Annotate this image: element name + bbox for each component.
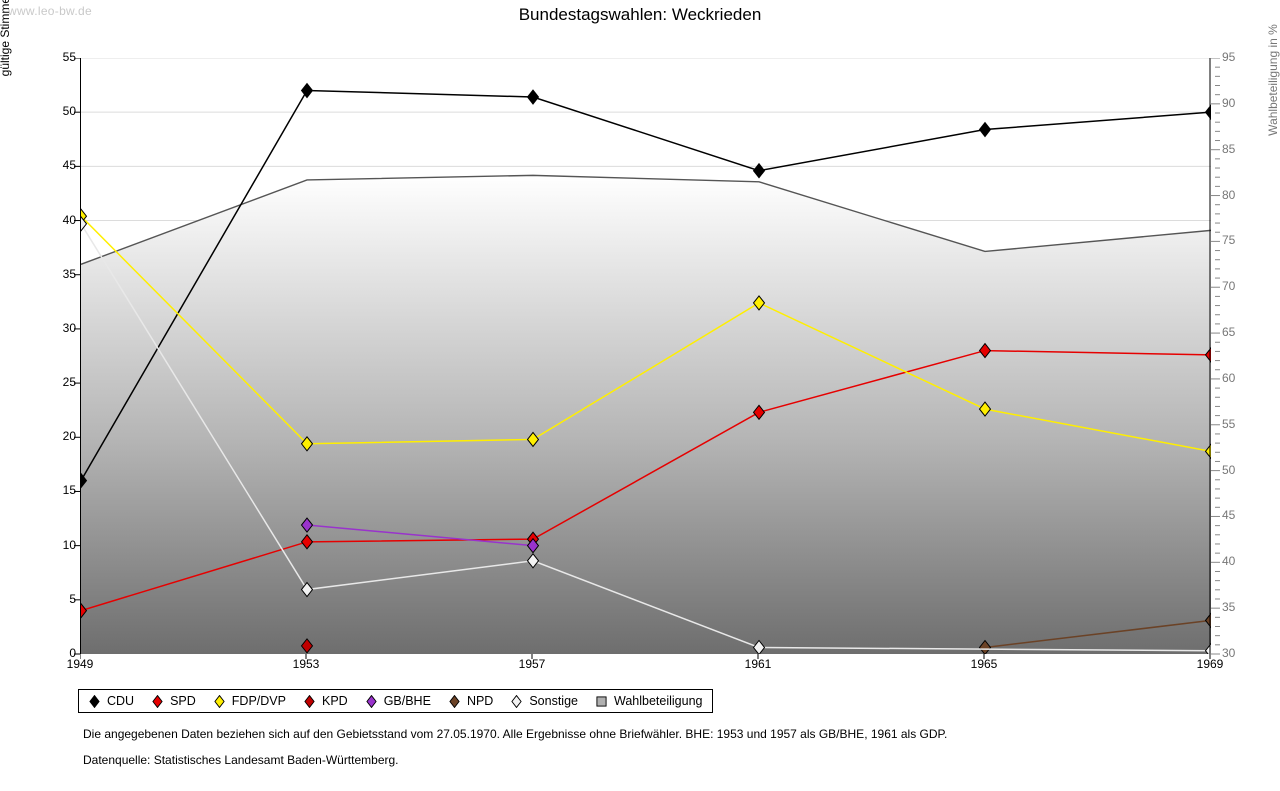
x-tick: 1953 xyxy=(292,657,320,671)
legend-item-wahlbeteiligung[interactable]: Wahlbeteiligung xyxy=(596,694,702,708)
legend-diamond-icon xyxy=(89,694,100,708)
legend-label: Wahlbeteiligung xyxy=(614,694,703,708)
legend-label: GB/BHE xyxy=(383,694,431,708)
left-tick: 45 xyxy=(62,158,76,173)
legend-label: FDP/DVP xyxy=(231,694,286,708)
legend-label: NPD xyxy=(466,694,494,708)
left-tick: 15 xyxy=(62,483,76,498)
legend-item-gb-bhe[interactable]: GB/BHE xyxy=(366,694,431,708)
x-axis-ticks xyxy=(80,654,1211,659)
left-tick: 35 xyxy=(62,266,76,281)
data-point-spd[interactable] xyxy=(300,534,314,550)
right-tick: 35 xyxy=(1222,600,1236,615)
data-point-sonstige[interactable] xyxy=(752,639,766,654)
turnout-line xyxy=(81,174,1211,265)
page-title: Bundestagswahlen: Weckrieden xyxy=(518,5,762,24)
series-line-npd xyxy=(984,619,1211,649)
legend-item-fdp-dvp[interactable]: FDP/DVP xyxy=(214,694,286,708)
right-tick: 30 xyxy=(1222,646,1236,660)
legend-diamond-icon xyxy=(449,694,460,708)
legend-diamond-icon xyxy=(304,694,315,708)
data-point-gb-bhe[interactable] xyxy=(526,537,540,554)
right-tick: 40 xyxy=(1222,554,1236,569)
right-tick: 45 xyxy=(1222,508,1236,523)
x-tick: 1961 xyxy=(744,657,772,671)
right-axis-label: Wahlbeteiligung in % xyxy=(1266,24,1280,136)
chart-plot-area xyxy=(80,58,1211,654)
legend-item-spd[interactable]: SPD xyxy=(152,694,196,708)
right-tick: 60 xyxy=(1222,370,1236,385)
left-tick: 25 xyxy=(62,375,76,390)
data-point-fdp-dvp[interactable] xyxy=(752,295,766,311)
right-tick: 55 xyxy=(1222,416,1236,431)
legend-square-icon xyxy=(596,695,607,707)
left-tick: 0 xyxy=(69,646,76,660)
legend-item-kpd[interactable]: KPD xyxy=(304,694,348,708)
data-point-spd[interactable] xyxy=(978,342,992,359)
series-layer xyxy=(81,82,1211,654)
data-point-cdu[interactable] xyxy=(81,472,88,489)
data-point-gb-bhe[interactable] xyxy=(300,517,314,533)
left-tick: 20 xyxy=(62,429,76,444)
data-point-fdp-dvp[interactable] xyxy=(978,401,992,417)
right-tick: 90 xyxy=(1222,95,1236,110)
legend-label: KPD xyxy=(321,694,348,708)
right-tick: 95 xyxy=(1222,50,1236,64)
data-point-cdu[interactable] xyxy=(752,162,766,179)
data-point-sonstige[interactable] xyxy=(300,581,314,598)
left-axis-ticks xyxy=(74,58,80,655)
left-tick: 10 xyxy=(62,537,76,552)
turnout-area xyxy=(81,175,1211,654)
series-line-spd xyxy=(81,349,1211,612)
data-point-fdp-dvp[interactable] xyxy=(300,435,314,452)
legend-diamond-icon xyxy=(366,694,377,708)
legend-diamond-icon xyxy=(152,694,163,708)
data-point-fdp-dvp[interactable] xyxy=(526,431,540,448)
left-axis-label: gültige Stimmen in % xyxy=(0,0,12,77)
legend-label: CDU xyxy=(107,694,135,708)
series-line-gb-bhe xyxy=(306,524,534,547)
left-tick: 55 xyxy=(62,50,76,64)
right-tick: 85 xyxy=(1222,141,1236,156)
footnote-gebietsstand: Die angegebenen Daten beziehen sich auf … xyxy=(83,727,948,741)
legend-item-npd[interactable]: NPD xyxy=(449,694,493,708)
data-point-spd[interactable] xyxy=(752,404,766,421)
left-tick: 40 xyxy=(62,212,76,227)
right-tick: 80 xyxy=(1222,187,1236,202)
data-point-kpd[interactable] xyxy=(300,638,314,654)
watermark: www.leo-bw.de xyxy=(8,4,92,18)
left-tick: 30 xyxy=(62,320,76,335)
data-point-npd[interactable] xyxy=(978,639,992,654)
legend-diamond-icon xyxy=(214,694,225,708)
right-tick: 70 xyxy=(1222,279,1236,294)
data-point-spd[interactable] xyxy=(81,602,88,619)
data-point-cdu[interactable] xyxy=(300,82,314,99)
data-point-cdu[interactable] xyxy=(978,121,992,138)
right-tick: 65 xyxy=(1222,325,1236,340)
data-point-cdu[interactable] xyxy=(526,89,540,105)
left-tick: 50 xyxy=(62,104,76,119)
legend-diamond-icon xyxy=(511,694,523,708)
chart-legend: CDU SPD FDP/DVP KPD GB/BHE NPD Sonstige Wahlbet… xyxy=(78,689,714,713)
data-point-sonstige[interactable] xyxy=(526,552,540,569)
legend-item-sonstige[interactable]: Sonstige xyxy=(511,694,578,708)
legend-label: Sonstige xyxy=(529,694,578,708)
x-tick: 1969 xyxy=(1196,657,1224,671)
chart-svg xyxy=(81,58,1211,654)
right-axis-ticks xyxy=(1209,58,1220,655)
legend-label: SPD xyxy=(170,694,196,708)
footnote-datenquelle: Datenquelle: Statistisches Landesamt Bad… xyxy=(83,753,399,767)
x-tick: 1949 xyxy=(66,657,94,671)
right-tick: 50 xyxy=(1222,462,1236,477)
x-tick: 1957 xyxy=(518,657,546,671)
legend-item-cdu[interactable]: CDU xyxy=(89,694,134,708)
series-line-fdp-dvp xyxy=(81,215,1211,453)
left-tick: 5 xyxy=(69,591,76,606)
data-point-sonstige[interactable] xyxy=(81,215,88,232)
series-line-cdu xyxy=(81,89,1211,481)
right-tick: 75 xyxy=(1222,233,1236,248)
x-tick: 1965 xyxy=(970,657,998,671)
